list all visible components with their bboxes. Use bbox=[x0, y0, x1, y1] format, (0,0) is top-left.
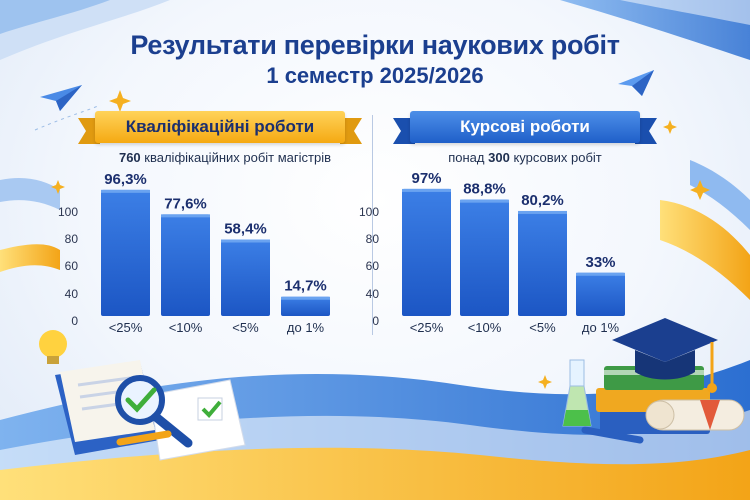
bar-highlight bbox=[460, 199, 509, 203]
value-label: 88,8% bbox=[463, 181, 506, 198]
panel-divider bbox=[372, 115, 373, 335]
value-label: 77,6% bbox=[164, 195, 207, 212]
bar bbox=[576, 272, 625, 316]
lightbulb-icon bbox=[39, 330, 67, 364]
y-tick-label: 80 bbox=[366, 232, 380, 246]
bar bbox=[460, 199, 509, 316]
bar bbox=[161, 214, 210, 316]
bar-highlight bbox=[402, 188, 451, 192]
bar bbox=[221, 239, 270, 316]
bar-highlight bbox=[101, 189, 150, 193]
bar bbox=[518, 210, 567, 316]
note-count: 760 bbox=[118, 150, 141, 165]
category-label: <5% bbox=[232, 320, 259, 335]
y-tick-label: 100 bbox=[359, 205, 379, 219]
category-label: до 1% bbox=[287, 320, 325, 335]
dashed-trail bbox=[34, 104, 101, 131]
wave-shape bbox=[0, 447, 750, 500]
bar bbox=[281, 296, 330, 316]
category-label: до 1% bbox=[582, 320, 620, 335]
chart-0: 0 40 60 80 100 96,3% <25% 77,6% <10% 58,4% <5% 14,7… bbox=[58, 171, 330, 335]
bar-highlight bbox=[518, 210, 567, 214]
flask-icon bbox=[562, 359, 592, 427]
value-label: 80,2% bbox=[521, 192, 564, 209]
note-text: кваліфікаційних робіт магістрів bbox=[144, 150, 332, 165]
value-label: 96,3% bbox=[104, 171, 147, 188]
panel-ribbon-coursework: Курсові роботи bbox=[410, 111, 640, 143]
y-tick-label: 40 bbox=[366, 287, 380, 301]
paper-plane-icon bbox=[40, 85, 82, 111]
paper-plane-icon bbox=[618, 70, 654, 96]
value-label: 97% bbox=[411, 170, 441, 187]
y-tick-label: 80 bbox=[65, 232, 79, 246]
sparkle-icon bbox=[51, 90, 710, 389]
y-tick-label: 0 bbox=[372, 314, 379, 328]
bar-highlight bbox=[281, 296, 330, 300]
y-tick-label: 100 bbox=[58, 205, 78, 219]
note-prefix: понад bbox=[448, 150, 485, 165]
value-label: 58,4% bbox=[224, 220, 267, 237]
page-title: Результати перевірки наукових робіт bbox=[130, 30, 620, 60]
bar-highlight bbox=[576, 272, 625, 276]
book-magnifier-illustration bbox=[55, 360, 246, 461]
category-label: <5% bbox=[529, 320, 556, 335]
bar bbox=[101, 189, 150, 316]
note-text: курсових робіт bbox=[513, 150, 602, 165]
y-tick-label: 40 bbox=[65, 287, 79, 301]
page-subtitle: 1 семестр 2025/2026 bbox=[266, 63, 484, 88]
value-label: 33% bbox=[585, 254, 615, 271]
y-tick-label: 60 bbox=[366, 259, 380, 273]
ribbon-tail bbox=[78, 118, 100, 144]
wave-shape bbox=[0, 244, 60, 272]
category-label: <25% bbox=[410, 320, 444, 335]
panel-note-coursework: понад 300 курсових робіт bbox=[395, 150, 655, 165]
y-tick-label: 60 bbox=[65, 259, 79, 273]
ribbon-tail bbox=[635, 118, 657, 144]
ribbon-tail bbox=[340, 118, 362, 144]
ribbon-tail bbox=[393, 118, 415, 144]
books-graduation-cap-illustration bbox=[581, 318, 745, 444]
note-count: 300 bbox=[488, 150, 510, 165]
y-tick-label: 0 bbox=[71, 314, 78, 328]
wave-shape bbox=[0, 0, 110, 34]
wave-shape bbox=[690, 160, 750, 230]
panel-ribbon-qualification: Кваліфікаційні роботи bbox=[95, 111, 345, 143]
bar bbox=[402, 188, 451, 316]
category-label: <25% bbox=[109, 320, 143, 335]
category-label: <10% bbox=[169, 320, 203, 335]
bar-highlight bbox=[161, 214, 210, 218]
category-label: <10% bbox=[468, 320, 502, 335]
value-label: 14,7% bbox=[284, 278, 327, 295]
panel-note-qualification: 760 кваліфікаційних робіт магістрів bbox=[80, 150, 370, 165]
wave-shape bbox=[0, 178, 60, 210]
wave-shape bbox=[660, 200, 750, 300]
chart-1: 0 40 60 80 100 97% <25% 88,8% <10% 80,2% <5% 33% до … bbox=[359, 170, 625, 335]
bar-highlight bbox=[221, 239, 270, 243]
wave-shape bbox=[620, 0, 750, 25]
